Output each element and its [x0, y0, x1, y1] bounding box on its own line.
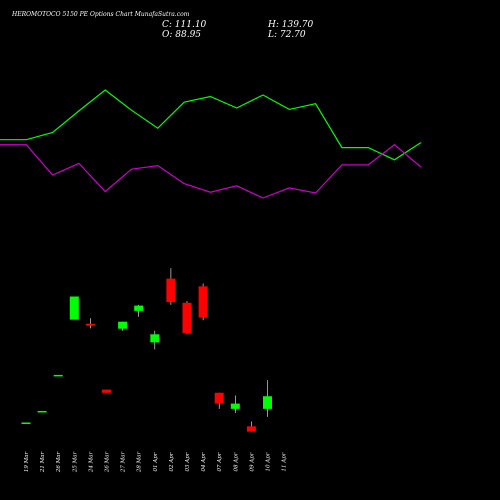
- candle-body: [118, 321, 128, 329]
- x-tick-label: 08 Apr: [233, 452, 239, 471]
- candle-body: [166, 278, 176, 303]
- candle-14: [246, 421, 256, 432]
- x-tick-label: 04 Apr: [201, 452, 207, 471]
- candle-body: [182, 302, 192, 333]
- candle-13: [230, 395, 240, 414]
- x-tick-label: 02 Apr: [169, 452, 175, 471]
- candle-12: [214, 392, 224, 409]
- chart-title: HEROMOTOCO 5150 PE Options Chart MunafaS…: [11, 11, 190, 18]
- low-value: L: 72.70: [267, 30, 306, 40]
- x-tick-label: 09 Apr: [249, 452, 255, 471]
- candle-body: [37, 410, 47, 413]
- candle-body: [263, 396, 272, 409]
- x-tick-label: 10 Apr: [266, 452, 272, 471]
- candle-15: [263, 380, 272, 417]
- candle-7: [134, 304, 144, 317]
- candle-2: [53, 374, 63, 377]
- candle-body: [53, 374, 63, 377]
- candle-body: [69, 296, 79, 320]
- x-tick-label: 26 Mar: [56, 451, 62, 473]
- candle-body: [21, 422, 31, 424]
- indicator-line-1: [0, 143, 422, 199]
- candle-body: [246, 426, 256, 432]
- candle-body: [102, 389, 111, 393]
- x-tick-label: 19 Mar: [24, 451, 30, 472]
- candle-body: [85, 323, 95, 326]
- candle-1: [37, 410, 47, 413]
- x-tick-label: 01 Apr: [153, 452, 159, 471]
- close-value: C: 111.10: [162, 20, 207, 30]
- high-value: H: 139.70: [267, 20, 314, 30]
- candle-body: [134, 305, 144, 311]
- x-tick-label: 27 Mar: [121, 451, 127, 473]
- x-tick-label: 07 Apr: [217, 452, 223, 471]
- x-axis-tick-labels: 19 Mar 21 Mar 26 Mar 25 Mar 24 Mar 26 Mar 27 M…: [24, 451, 288, 473]
- candle-8: [150, 330, 160, 350]
- x-tick-label: 03 Apr: [185, 452, 191, 471]
- candle-body: [230, 403, 240, 409]
- candle-6: [118, 321, 128, 331]
- x-tick-label: 24 Mar: [88, 451, 94, 473]
- candle-3: [69, 296, 79, 320]
- candle-body: [198, 286, 208, 318]
- candle-body: [214, 392, 224, 404]
- x-tick-label: 26 Mar: [105, 451, 111, 473]
- x-tick-label: 25 Mar: [72, 451, 78, 473]
- candle-5: [102, 389, 111, 393]
- candle-body: [150, 334, 160, 343]
- open-value: O: 88.95: [162, 30, 201, 40]
- candle-4: [85, 318, 95, 329]
- candlestick-series: [21, 268, 272, 432]
- indicator-line-0: [0, 89, 422, 161]
- x-tick-label: 11 Apr: [282, 452, 288, 471]
- candle-0: [21, 422, 31, 424]
- indicator-lines: [0, 89, 422, 199]
- candle-10: [182, 301, 192, 335]
- candle-11: [198, 283, 208, 321]
- x-tick-label: 28 Mar: [137, 451, 143, 473]
- x-tick-label: 21 Mar: [40, 451, 46, 473]
- candle-9: [166, 268, 176, 305]
